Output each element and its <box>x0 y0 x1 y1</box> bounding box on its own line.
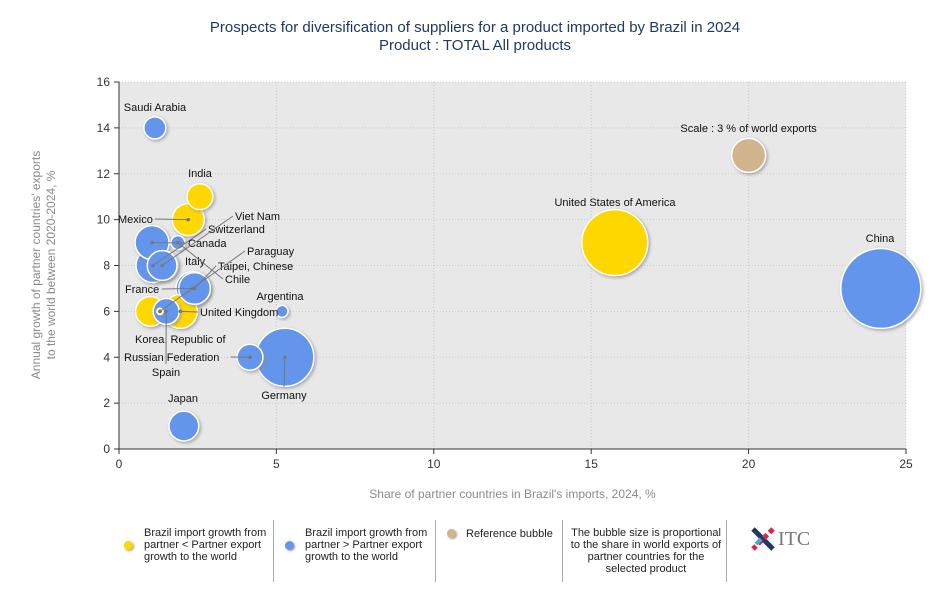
bubble-label: France <box>125 284 159 296</box>
leader-dot <box>160 263 164 268</box>
legend-note: The bubble size is proportional to the s… <box>570 527 722 575</box>
bubble-label: China <box>866 233 896 245</box>
reference-bubble <box>730 137 767 174</box>
bubble-united-states-of-america <box>581 208 649 277</box>
x-tick-label: 0 <box>116 457 123 471</box>
x-axis-title: Share of partner countries in Brazil's i… <box>369 487 656 501</box>
leader-line <box>161 287 193 290</box>
bubble-label: Mexico <box>118 214 153 226</box>
y-tick-label: 2 <box>103 396 110 410</box>
bubble-label: Switzerland <box>208 224 265 236</box>
y-tick-label: 6 <box>103 304 110 318</box>
bubble-argentina <box>275 304 289 319</box>
bubble-label: Chile <box>225 274 250 286</box>
itc-logo-icon <box>751 527 775 551</box>
leader-line <box>180 310 199 313</box>
bubble-india <box>186 182 214 211</box>
bubble-label: Japan <box>168 393 198 405</box>
itc-logo: ITC <box>750 526 810 557</box>
y-tick-label: 14 <box>97 121 111 135</box>
legend-below: Brazil import growth from partner < Part… <box>144 527 267 563</box>
leader-line <box>161 215 234 266</box>
chart-title: Prospects for diversification of supplie… <box>209 19 741 36</box>
bubble-china <box>840 247 922 330</box>
bubble-label: India <box>188 168 213 180</box>
bubble-label: Russian Federation <box>124 352 219 364</box>
bubble-label: Argentina <box>256 291 304 303</box>
bubble-label: United States of America <box>554 197 676 209</box>
leader-dot <box>186 217 191 222</box>
itc-logo-text: ITC <box>778 528 811 550</box>
leader-line <box>283 357 286 388</box>
leader-dot <box>151 263 155 268</box>
bubble-label: Paraguay <box>247 246 295 258</box>
bubble-label: Korea, Republic of <box>135 334 226 346</box>
chart-subtitle: Product : TOTAL All products <box>378 37 572 54</box>
leader-line <box>159 250 246 312</box>
y-tick-label: 8 <box>103 259 110 273</box>
bubble-label: Saudi Arabia <box>124 102 187 114</box>
y-tick-label: 16 <box>97 75 111 89</box>
bubble-saudi-arabia <box>143 116 167 140</box>
leader-dot <box>164 309 169 314</box>
legend-divider <box>726 520 727 582</box>
leader-dot <box>158 309 162 314</box>
bubble-label: Taipei, Chinese <box>218 261 293 273</box>
legend-yellow-bubble-icon <box>124 541 133 550</box>
x-tick-label: 25 <box>899 457 913 471</box>
legend-divider <box>435 520 436 582</box>
x-tick-label: 20 <box>742 457 756 471</box>
x-tick-label: 10 <box>427 457 441 471</box>
bubble-japan <box>168 410 200 442</box>
legend-blue-bubble-icon <box>285 541 294 550</box>
y-tick-label: 0 <box>103 442 110 456</box>
leader-line <box>152 228 207 266</box>
y-tick-label: 12 <box>97 167 111 181</box>
leader-dot <box>248 355 252 360</box>
x-tick-label: 5 <box>273 457 280 471</box>
legend-divider <box>273 520 274 582</box>
x-tick-label: 15 <box>585 457 599 471</box>
leader-dot <box>283 355 287 360</box>
bubble-label: Spain <box>152 367 180 379</box>
bubble-label: United Kingdom <box>200 307 278 319</box>
legend-reference-bubble-icon <box>447 529 456 538</box>
leader-dot <box>150 240 154 245</box>
y-tick-label: 4 <box>103 350 110 364</box>
bubble-label: Italy <box>185 256 206 268</box>
legend-reference: Reference bubble <box>466 528 553 540</box>
leader-line <box>154 218 189 221</box>
legend-above: Brazil import growth from partner > Part… <box>305 527 428 563</box>
reference-bubble-label: Scale : 3 % of world exports <box>680 123 817 135</box>
leader-dot <box>176 240 180 245</box>
bubble-label: Canada <box>188 238 227 250</box>
bubble-label: Germany <box>261 390 307 402</box>
y-axis-title: Annual growth of partner countries' expo… <box>29 151 58 379</box>
y-tick-label: 10 <box>97 213 111 227</box>
leader-line <box>177 242 224 280</box>
leader-dot <box>178 309 183 314</box>
bubble-label: Viet Nam <box>235 211 280 223</box>
legend-divider <box>562 520 563 582</box>
